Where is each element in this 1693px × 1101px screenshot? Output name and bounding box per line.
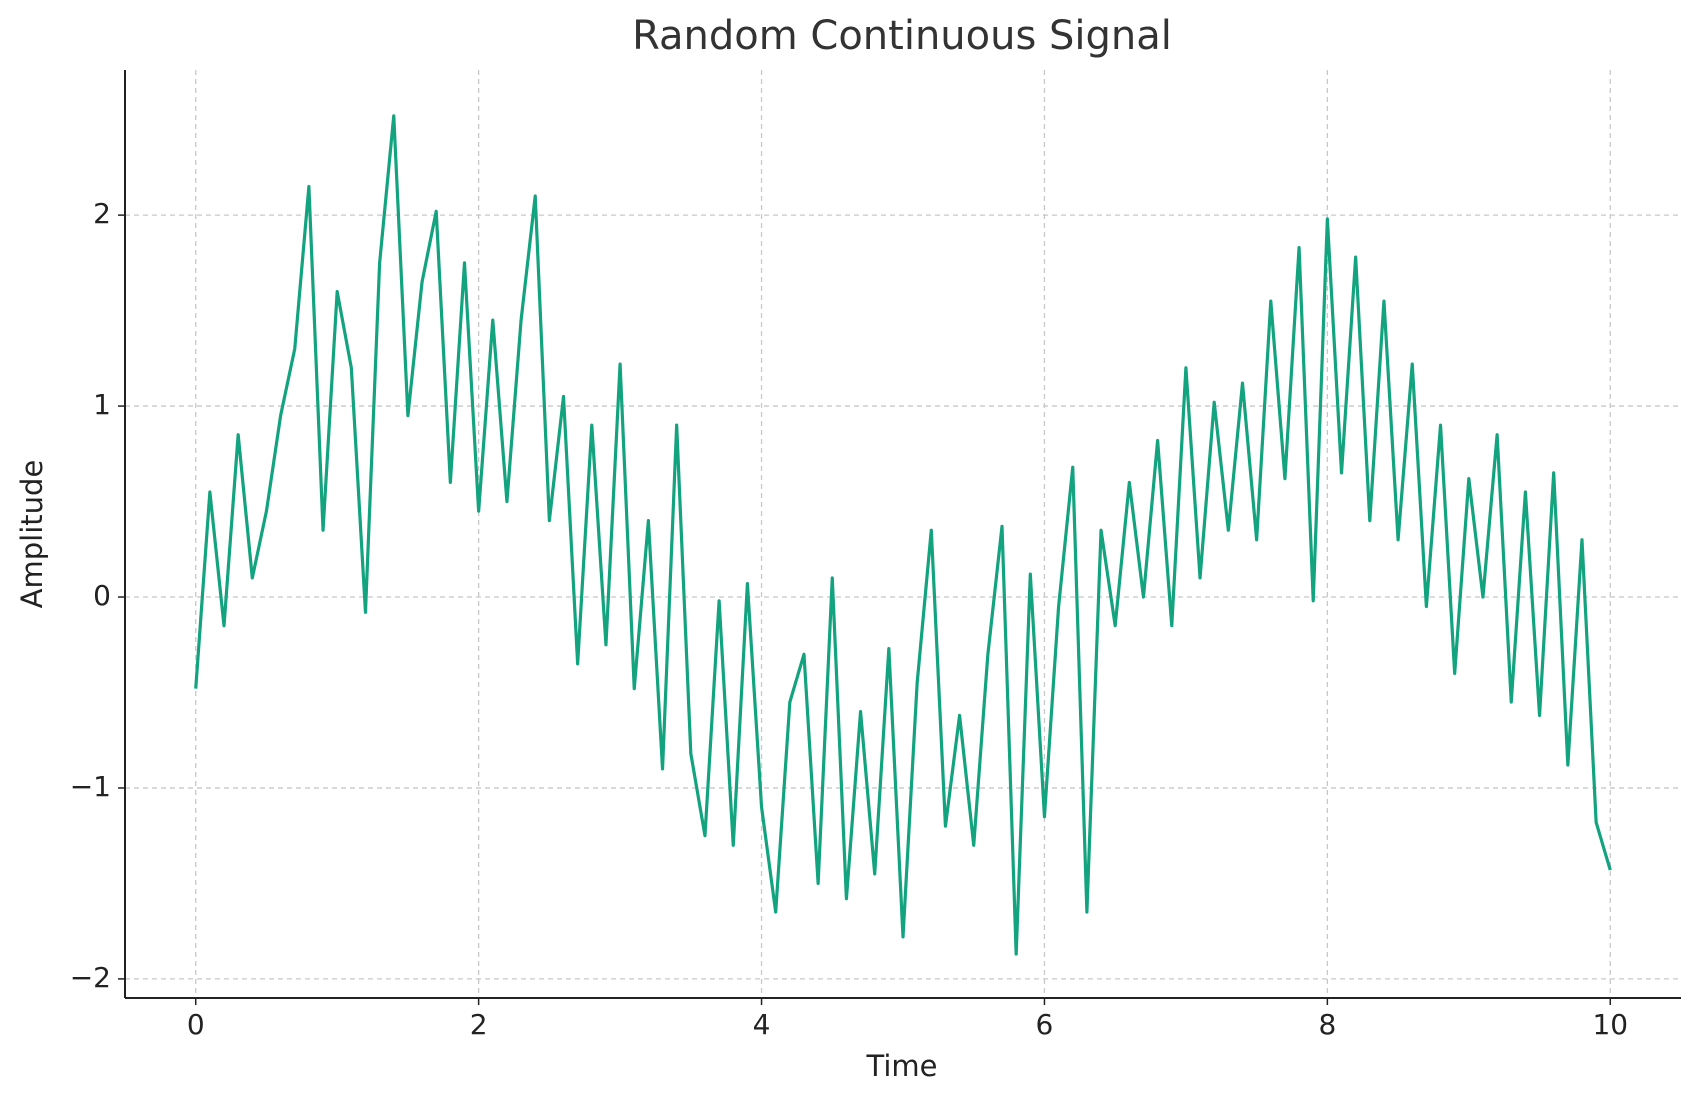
y-tick-label: 2 <box>93 197 111 230</box>
x-tick-label: 8 <box>1318 1008 1336 1041</box>
y-tick-label: −1 <box>70 770 111 803</box>
y-tick-label: 0 <box>93 579 111 612</box>
x-tick-label: 6 <box>1036 1008 1054 1041</box>
y-axis-label: Amplitude <box>15 460 49 609</box>
x-tick-label: 4 <box>753 1008 771 1041</box>
x-tick-label: 0 <box>187 1008 205 1041</box>
x-tick-label: 2 <box>470 1008 488 1041</box>
x-tick-label: 10 <box>1592 1008 1628 1041</box>
y-tick-label: −2 <box>70 961 111 994</box>
y-tick-label: 1 <box>93 388 111 421</box>
signal-line <box>194 114 1612 956</box>
x-axis-label: Time <box>866 1049 938 1083</box>
chart-title: Random Continuous Signal <box>632 13 1172 59</box>
